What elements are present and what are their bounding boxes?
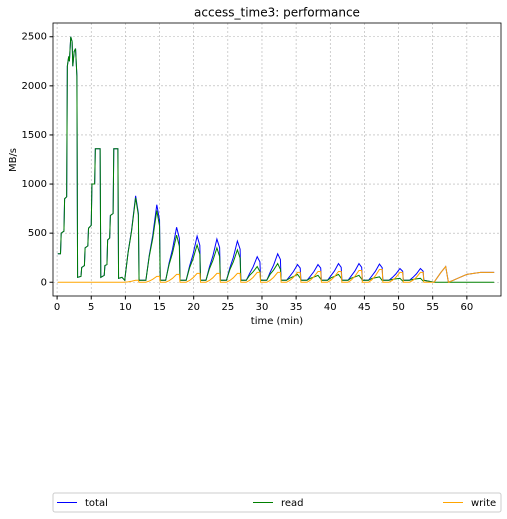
series-line bbox=[57, 36, 495, 283]
y-tick-label: 1000 bbox=[22, 179, 47, 190]
x-tick-label: 30 bbox=[256, 302, 269, 313]
y-tick-label: 1500 bbox=[22, 130, 47, 141]
x-tick-label: 10 bbox=[119, 302, 132, 313]
x-tick-label: 60 bbox=[460, 302, 473, 313]
x-axis-label: time (min) bbox=[251, 316, 304, 327]
x-tick-label: 0 bbox=[54, 302, 60, 313]
y-tick-label: 2500 bbox=[22, 32, 47, 43]
x-tick-label: 50 bbox=[392, 302, 405, 313]
legend-label: write bbox=[471, 498, 496, 509]
y-tick-label: 500 bbox=[28, 228, 47, 239]
chart-title: access_time3: performance bbox=[194, 6, 360, 20]
legend-label: total bbox=[85, 498, 108, 509]
y-tick-label: 2000 bbox=[22, 81, 47, 92]
x-tick-label: 35 bbox=[290, 302, 303, 313]
plot-frame bbox=[52, 22, 502, 297]
y-axis-label: MB/s bbox=[8, 148, 19, 172]
x-tick-label: 15 bbox=[153, 302, 166, 313]
x-tick-label: 20 bbox=[187, 302, 200, 313]
x-tick-label: 55 bbox=[426, 302, 439, 313]
x-tick-label: 5 bbox=[88, 302, 94, 313]
x-tick-label: 40 bbox=[324, 302, 337, 313]
legend-label: read bbox=[281, 498, 304, 509]
x-tick-label: 45 bbox=[358, 302, 371, 313]
series-line bbox=[57, 265, 495, 283]
x-tick-label: 25 bbox=[221, 302, 234, 313]
series-line bbox=[57, 36, 495, 283]
legend-box bbox=[52, 492, 502, 513]
y-tick-label: 0 bbox=[41, 277, 47, 288]
